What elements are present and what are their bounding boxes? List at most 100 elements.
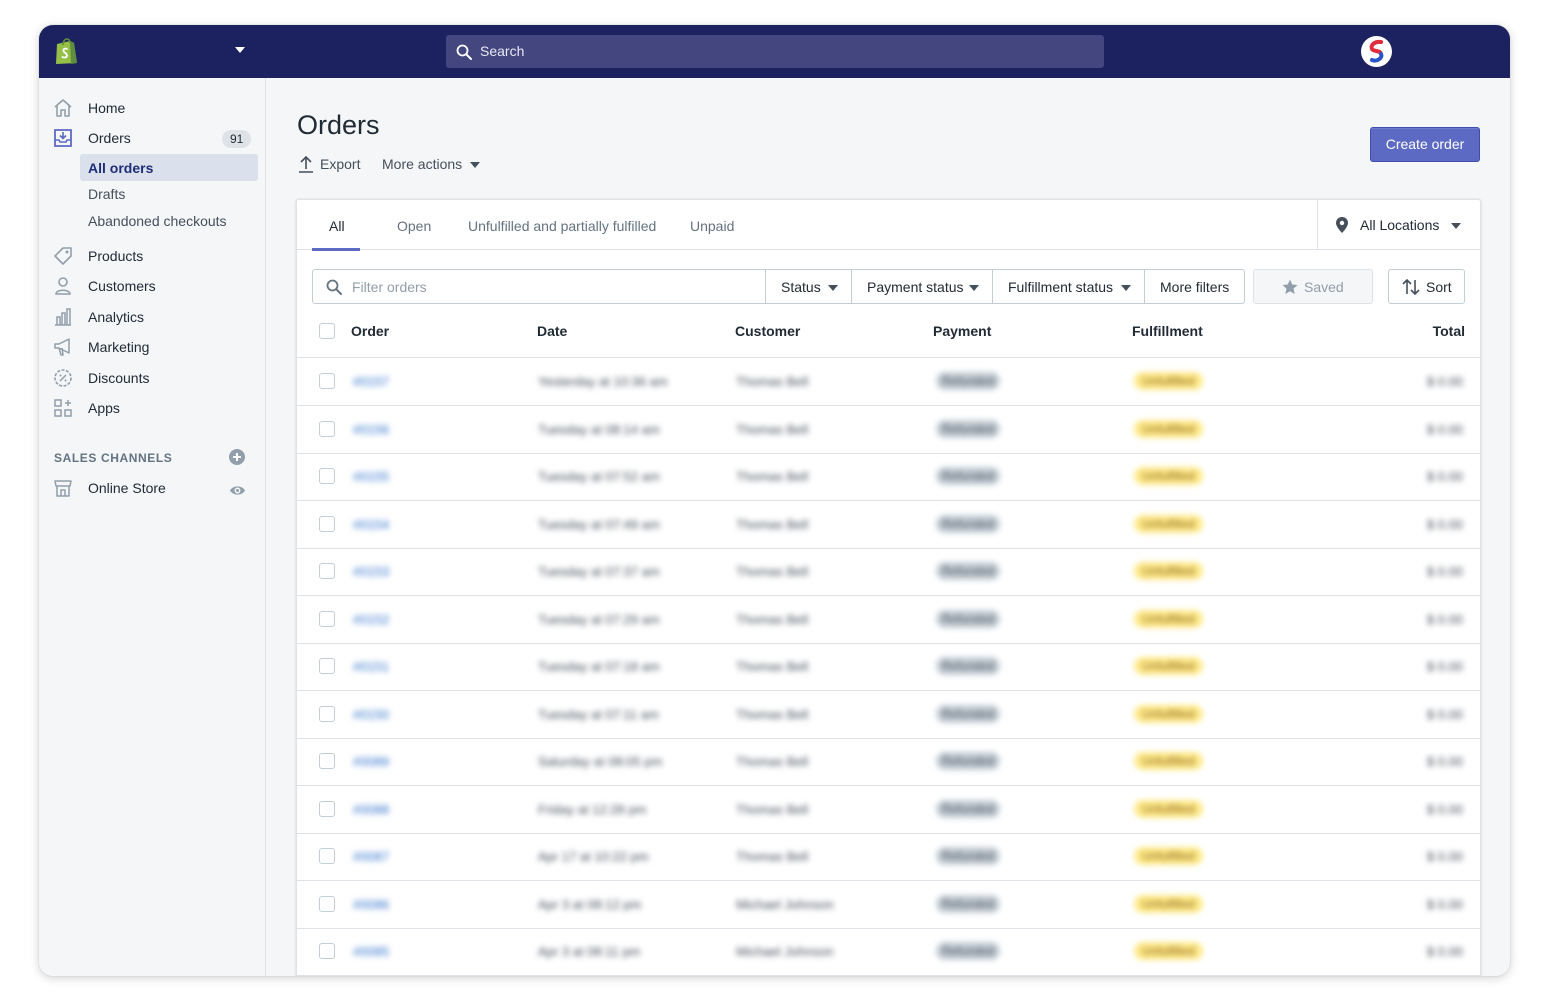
- order-number-link[interactable]: #0087: [353, 849, 390, 864]
- row-checkbox[interactable]: [319, 800, 335, 817]
- row-checkbox[interactable]: [319, 753, 335, 769]
- row-checkbox[interactable]: [319, 943, 335, 959]
- row-checkbox[interactable]: [319, 468, 335, 484]
- store-switcher-chevron-icon[interactable]: [235, 47, 245, 53]
- sidebar-subitem-drafts[interactable]: Drafts: [80, 180, 258, 207]
- column-header-customer[interactable]: Customer: [735, 323, 801, 339]
- tab-unpaid[interactable]: Unpaid: [674, 200, 754, 250]
- payment-status-badge: Refunded: [936, 942, 1001, 960]
- order-number-link[interactable]: #0088: [353, 801, 390, 817]
- order-number-link[interactable]: #0153: [353, 564, 390, 579]
- order-number-link[interactable]: #0152: [353, 611, 390, 627]
- row-checkbox[interactable]: [319, 705, 335, 722]
- eye-icon[interactable]: [229, 482, 246, 499]
- order-number-link[interactable]: #0157: [353, 374, 390, 389]
- fulfillment-status-badge: Unfulfilled: [1134, 562, 1203, 580]
- shopify-logo-icon[interactable]: [53, 37, 79, 65]
- table-row[interactable]: #0089 Saturday at 08:05 pm Thomas Bell Refu…: [297, 738, 1480, 786]
- select-all-checkbox[interactable]: [319, 323, 335, 339]
- tab-label: Unfulfilled and partially fulfilled: [468, 218, 657, 234]
- top-bar: Search: [39, 25, 1510, 78]
- column-header-total[interactable]: Total: [1432, 323, 1465, 339]
- sidebar-item-analytics[interactable]: Analytics: [39, 302, 266, 332]
- order-date: Tuesday at 07:52 am: [538, 469, 660, 484]
- column-header-payment[interactable]: Payment: [933, 323, 992, 339]
- column-header-order[interactable]: Order: [351, 323, 390, 339]
- order-number-link[interactable]: #0085: [353, 944, 390, 959]
- app-window: Search Home Orders 91 All orde: [39, 25, 1510, 976]
- table-row[interactable]: #0156 Tuesday at 08:14 am Thomas Bell Refun…: [297, 406, 1480, 454]
- order-number-link[interactable]: #0086: [353, 896, 390, 912]
- sidebar-item-orders[interactable]: Orders 91: [39, 123, 266, 153]
- sort-button[interactable]: Sort: [1388, 269, 1465, 304]
- order-total: $ 0.00: [1426, 469, 1463, 484]
- table-row[interactable]: #0153 Tuesday at 07:37 am Thomas Bell Refun…: [297, 548, 1480, 596]
- order-number-link[interactable]: #0156: [353, 421, 390, 437]
- row-checkbox[interactable]: [319, 420, 335, 437]
- table-row[interactable]: #0152 Tuesday at 07:29 am Thomas Bell Refun…: [297, 596, 1480, 644]
- row-checkbox[interactable]: [319, 658, 335, 674]
- sort-arrows-icon: [1402, 279, 1420, 295]
- table-row[interactable]: #0151 Tuesday at 07:18 am Thomas Bell Refun…: [297, 643, 1480, 691]
- chevron-down-icon: [828, 285, 838, 291]
- status-filter-button[interactable]: Status: [765, 269, 852, 304]
- table-row[interactable]: #0086 Apr 3 at 08:12 pm Michael Johnson Ref…: [297, 881, 1480, 929]
- sort-button-label: Sort: [1426, 279, 1452, 295]
- order-total: $ 0.00: [1426, 849, 1463, 864]
- chevron-down-icon: [470, 162, 480, 168]
- fulfillment-status-badge: Unfulfilled: [1134, 847, 1203, 865]
- sidebar-item-discounts[interactable]: Discounts: [39, 363, 266, 393]
- column-header-date[interactable]: Date: [537, 323, 568, 339]
- column-header-fulfillment[interactable]: Fulfillment: [1132, 323, 1203, 339]
- payment-status-label: Payment status: [867, 279, 964, 295]
- order-number-link[interactable]: #0155: [353, 469, 390, 484]
- payment-status-badge: Refunded: [936, 799, 1001, 818]
- row-checkbox[interactable]: [319, 373, 335, 389]
- order-total: $ 0.00: [1426, 421, 1463, 437]
- row-checkbox[interactable]: [319, 563, 335, 579]
- tab-unfulfilled[interactable]: Unfulfilled and partially fulfilled: [452, 200, 672, 250]
- order-number-link[interactable]: #0151: [353, 659, 390, 674]
- more-filters-button[interactable]: More filters: [1144, 269, 1245, 304]
- row-checkbox[interactable]: [319, 515, 335, 532]
- table-row[interactable]: #0154 Tuesday at 07:49 am Thomas Bell Refun…: [297, 501, 1480, 549]
- row-checkbox[interactable]: [319, 895, 335, 912]
- row-checkbox[interactable]: [319, 848, 335, 864]
- customer-name: Thomas Bell: [736, 374, 809, 389]
- table-row[interactable]: #0085 Apr 3 at 08:11 pm Michael Johnson Ref…: [297, 928, 1480, 976]
- sidebar-item-home[interactable]: Home: [39, 93, 266, 123]
- customer-name: Michael Johnson: [736, 944, 834, 959]
- order-date: Tuesday at 07:11 am: [538, 706, 659, 722]
- sidebar-item-products[interactable]: Products: [39, 241, 266, 271]
- table-row[interactable]: #0087 Apr 17 at 10:22 pm Thomas Bell Refund…: [297, 833, 1480, 881]
- filter-orders-input[interactable]: Filter orders: [312, 269, 766, 304]
- global-search-input[interactable]: Search: [446, 35, 1104, 68]
- tab-all[interactable]: All: [312, 200, 360, 251]
- location-selector[interactable]: All Locations: [1317, 200, 1481, 250]
- tab-open[interactable]: Open: [381, 200, 451, 250]
- order-number-link[interactable]: #0154: [353, 516, 390, 532]
- sidebar-item-apps[interactable]: Apps: [39, 393, 266, 423]
- table-row[interactable]: #0155 Tuesday at 07:52 am Thomas Bell Refun…: [297, 453, 1480, 501]
- create-order-button[interactable]: Create order: [1370, 127, 1480, 162]
- filter-placeholder: Filter orders: [352, 279, 427, 295]
- saved-button[interactable]: Saved: [1253, 269, 1373, 304]
- sidebar-item-customers[interactable]: Customers: [39, 271, 266, 301]
- order-number-link[interactable]: #0089: [353, 754, 390, 769]
- row-checkbox[interactable]: [319, 610, 335, 627]
- sidebar-item-online-store[interactable]: Online Store: [39, 473, 266, 503]
- orders-card: All Open Unfulfilled and partially fulfi…: [296, 199, 1481, 976]
- fulfillment-status-filter-button[interactable]: Fulfillment status: [992, 269, 1145, 304]
- order-number-link[interactable]: #0150: [353, 706, 390, 722]
- sidebar-subitem-all-orders[interactable]: All orders: [80, 154, 258, 181]
- user-avatar[interactable]: [1361, 36, 1392, 67]
- add-circle-icon[interactable]: [229, 449, 245, 465]
- more-actions-button[interactable]: More actions: [382, 154, 492, 174]
- sidebar-item-marketing[interactable]: Marketing: [39, 332, 266, 362]
- sidebar-subitem-abandoned-checkouts[interactable]: Abandoned checkouts: [80, 207, 258, 234]
- table-row[interactable]: #0150 Tuesday at 07:11 am Thomas Bell Refun…: [297, 691, 1480, 739]
- table-row[interactable]: #0088 Friday at 12:28 pm Thomas Bell Refund…: [297, 786, 1480, 834]
- payment-status-filter-button[interactable]: Payment status: [851, 269, 993, 304]
- table-row[interactable]: #0157 Yesterday at 10:36 am Thomas Bell Ref…: [297, 358, 1480, 406]
- fulfillment-status-badge: Unfulfilled: [1134, 514, 1203, 533]
